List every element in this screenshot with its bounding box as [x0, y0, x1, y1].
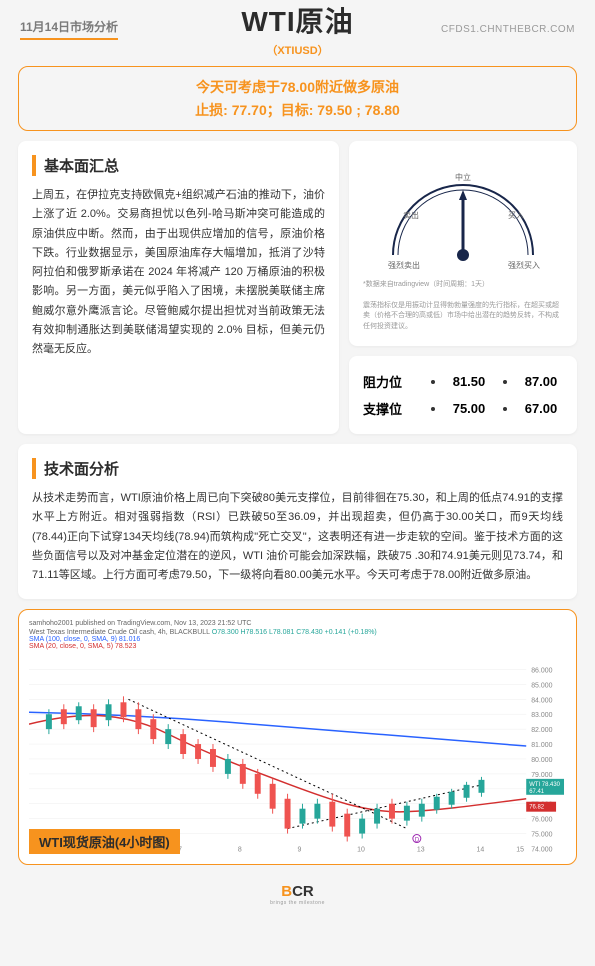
support-label: 支撑位 [363, 399, 419, 418]
technical-card: 技术面分析 从技术走势而言，WTI原油价格上周已向下突破80美元支撑位，目前徘徊… [18, 444, 577, 599]
footer: BCR brings the milestone [0, 875, 595, 914]
svg-text:81.000: 81.000 [531, 742, 552, 749]
svg-text:10: 10 [357, 847, 365, 854]
candlesticks [46, 697, 485, 842]
dot-icon [431, 380, 435, 384]
date-label: 11月14日市场分析 [20, 18, 118, 40]
gauge-card: 强烈卖出 卖出 中立 买入 强烈买入 *数据来自tradingview（时间周期… [349, 141, 577, 346]
technical-title: 技术面分析 [32, 458, 563, 479]
signal-entry: 今天可考虑于78.00附近做多原油 [29, 77, 566, 97]
svg-text:86.000: 86.000 [531, 668, 552, 675]
chart-sma1: SMA (100, close, 0, SMA, 9) 81.016 [29, 636, 566, 643]
symbol-label: （XTIUSD） [241, 42, 353, 58]
chart-source: samhoho2001 published on TradingView.com… [29, 620, 566, 627]
dot-icon [503, 407, 507, 411]
chart-instrument: West Texas Intermediate Crude Oil cash, … [29, 629, 566, 636]
svg-text:84.000: 84.000 [531, 698, 552, 705]
dot-icon [503, 380, 507, 384]
chart-card: samhoho2001 published on TradingView.com… [18, 609, 577, 865]
fundamentals-title: 基本面汇总 [32, 155, 325, 176]
gauge-strong-buy: 强烈买入 [508, 261, 540, 270]
page-title: WTI原油 [241, 0, 353, 40]
support-2: 67.00 [519, 401, 563, 416]
gauge-disclaimer: 震荡指标仅是用振动计显得勃勃量强度的先行指标，在超买或超卖（价格不合理的高或低）… [363, 301, 563, 333]
levels-card: 阻力位 81.50 87.00 支撑位 75.00 67.00 [349, 356, 577, 434]
chart-tag: WTI现货原油(4小时图) [29, 829, 180, 854]
gauge-buy: 买入 [508, 211, 524, 220]
fundamentals-card: 基本面汇总 上周五，在伊拉克支持欧佩克+组织减产石油的推动下，油价上涨了近 2.… [18, 141, 339, 434]
signal-targets: 止损: 77.70；目标: 79.50 ; 78.80 [29, 100, 566, 120]
svg-text:74.000: 74.000 [531, 847, 552, 854]
svg-text:76.82: 76.82 [529, 805, 545, 811]
brand-logo: BCR [0, 883, 595, 900]
technical-body: 从技术走势而言，WTI原油价格上周已向下突破80美元支撑位，目前徘徊在75.30… [32, 489, 563, 585]
website-label: CFDS1.CHNTHEBCR.COM [441, 24, 575, 35]
resistance-1: 81.50 [447, 374, 491, 389]
signal-card: 今天可考虑于78.00附近做多原油 止损: 77.70；目标: 79.50 ; … [18, 66, 577, 131]
fundamentals-body: 上周五，在伊拉克支持欧佩克+组织减产石油的推动下，油价上涨了近 2.0%。交易商… [32, 186, 325, 359]
svg-text:13: 13 [417, 847, 425, 854]
svg-text:80.000: 80.000 [531, 757, 552, 764]
svg-text:15: 15 [516, 847, 524, 854]
chart-sma2: SMA (20, close, 0, SMA, 5) 78.523 [29, 643, 566, 650]
svg-text:8: 8 [238, 847, 242, 854]
gauge-strong-sell: 强烈卖出 [388, 260, 420, 270]
svg-text:WTI 78.430: WTI 78.430 [529, 782, 560, 788]
gauge-neutral: 中立 [455, 172, 471, 182]
svg-text:14: 14 [477, 847, 485, 854]
price-chart: 86.000 85.000 84.000 83.000 82.000 81.00… [29, 654, 566, 854]
svg-text:79.000: 79.000 [531, 772, 552, 779]
svg-text:75.000: 75.000 [531, 832, 552, 839]
brand-tagline: brings the milestone [0, 900, 595, 906]
svg-text:67.41: 67.41 [529, 789, 545, 795]
gauge-source: *数据来自tradingview（时间周期：1天） [363, 280, 563, 291]
svg-text:76.000: 76.000 [531, 817, 552, 824]
resistance-label: 阻力位 [363, 372, 419, 391]
dot-icon [431, 407, 435, 411]
svg-text:D: D [415, 838, 420, 844]
support-1: 75.00 [447, 401, 491, 416]
svg-text:85.000: 85.000 [531, 683, 552, 690]
resistance-2: 87.00 [519, 374, 563, 389]
svg-text:9: 9 [298, 847, 302, 854]
svg-text:83.000: 83.000 [531, 712, 552, 719]
gauge-sell: 卖出 [403, 210, 419, 220]
svg-text:82.000: 82.000 [531, 727, 552, 734]
